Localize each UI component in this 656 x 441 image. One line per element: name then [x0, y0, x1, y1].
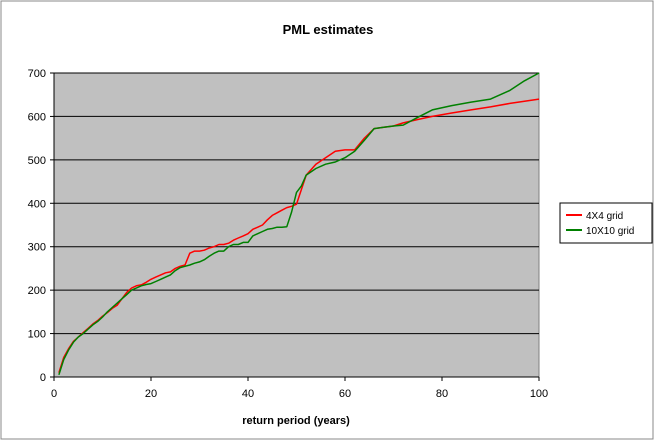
chart-title: PML estimates: [283, 22, 374, 37]
legend-label-2: 10X10 grid: [586, 226, 634, 237]
series-line-2: [58, 72, 540, 376]
y-tick-label: 400: [28, 198, 46, 210]
x-tick-label: 20: [145, 388, 157, 400]
y-tick-label: 500: [28, 155, 46, 167]
x-tick-label: 80: [436, 388, 448, 400]
y-tick-label: 200: [28, 285, 46, 297]
series-lines: [58, 72, 540, 376]
y-tick-label: 600: [28, 111, 46, 123]
legend-box: [559, 202, 653, 244]
x-tick-label: 60: [339, 388, 351, 400]
y-tick-label: 100: [28, 329, 46, 341]
y-tick-label: 0: [40, 372, 46, 384]
x-tick-label: 0: [51, 388, 57, 400]
y-tick-label: 300: [28, 242, 46, 254]
legend-label-1: 4X4 grid: [586, 211, 623, 222]
y-axis: 0 100 200 300 400 500 600 700: [28, 68, 55, 384]
x-tick-label: 40: [242, 388, 254, 400]
x-axis-title: return period (years): [242, 415, 350, 427]
x-tick-label: 100: [530, 388, 548, 400]
gridlines: [54, 72, 539, 335]
legend: 4X4 grid 10X10 grid: [559, 202, 653, 244]
y-tick-label: 700: [28, 68, 46, 80]
plot-area: [53, 72, 540, 378]
x-axis: 0 20 40 60 80 100: [51, 376, 548, 400]
